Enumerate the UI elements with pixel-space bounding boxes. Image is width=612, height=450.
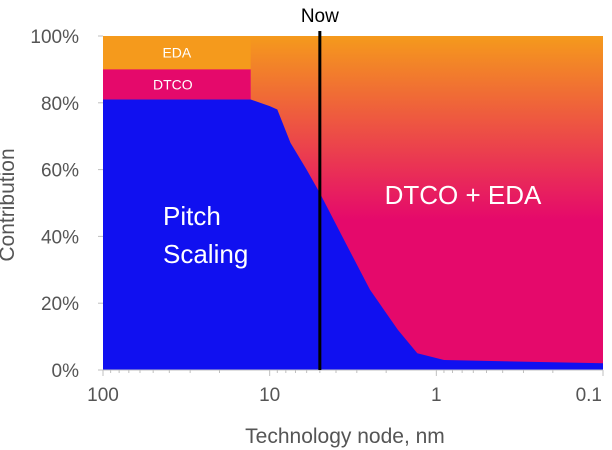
eda-band — [103, 36, 251, 70]
pitch-scaling-label: Pitch Scaling — [163, 201, 248, 269]
y-axis-title: Contribution — [0, 148, 19, 261]
eda-label: EDA — [162, 45, 191, 61]
y-tick-label: 40% — [41, 227, 79, 248]
x-tick-label: 10 — [259, 385, 280, 406]
pitch-scaling-area — [103, 99, 603, 370]
now-label: Now — [301, 6, 339, 27]
dtco-band — [103, 69, 251, 100]
dtco-label: DTCO — [153, 76, 193, 92]
x-tick-label: 0.1 — [576, 385, 602, 406]
x-axis-title: Technology node, nm — [245, 425, 445, 448]
dtco-eda-label: DTCO + EDA — [385, 180, 542, 210]
y-tick-label: 20% — [41, 294, 79, 315]
y-tick-label: 60% — [41, 161, 79, 182]
y-tick-label: 80% — [41, 94, 79, 115]
y-tick-label: 0% — [52, 361, 80, 382]
x-axis: 100 10 1 0.1 — [87, 369, 604, 406]
x-tick-label: 1 — [431, 385, 442, 406]
y-tick-label: 100% — [30, 27, 79, 48]
y-axis: 0% 20% 40% 60% 80% 100% — [30, 27, 103, 382]
x-tick-label: 100 — [87, 385, 119, 406]
